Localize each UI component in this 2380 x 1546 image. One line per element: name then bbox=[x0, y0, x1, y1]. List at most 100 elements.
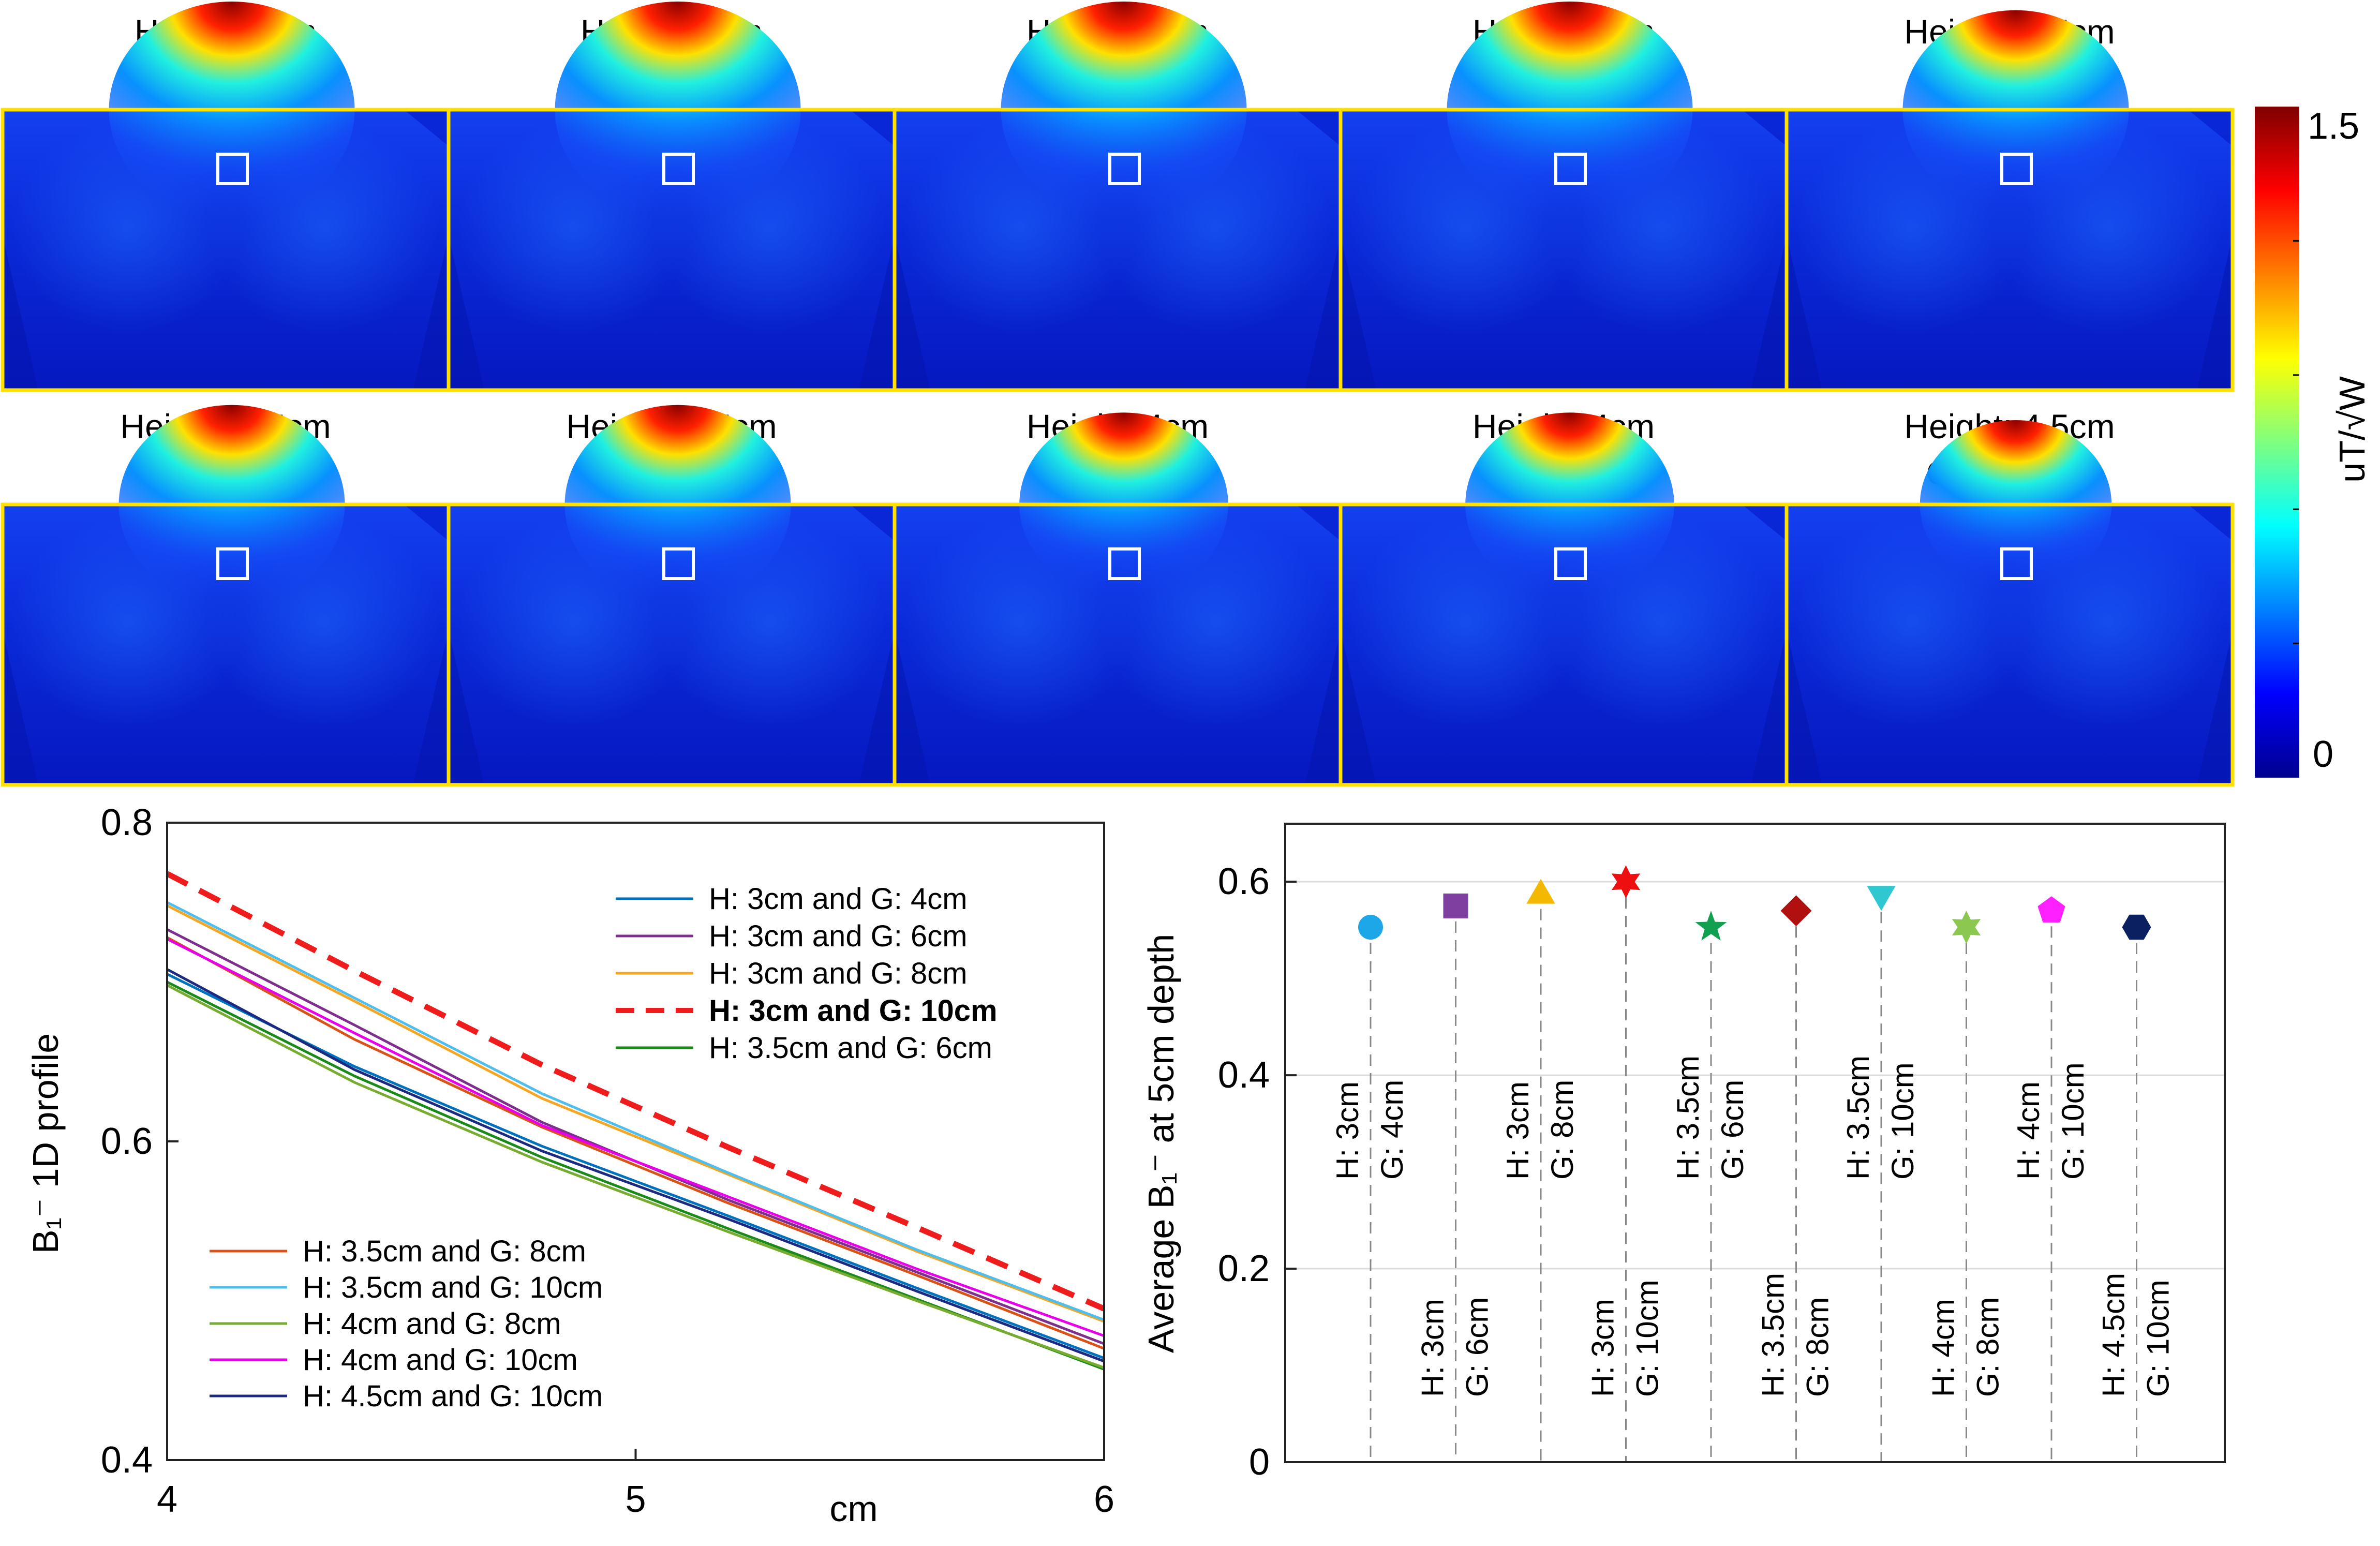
series-line bbox=[166, 904, 1105, 1323]
y-tick-label: 0.4 bbox=[1218, 1054, 1270, 1096]
heatmap-corner-top-right bbox=[404, 110, 449, 146]
y-axis-label: B₁⁻ 1D profile bbox=[25, 1033, 66, 1254]
roi-box bbox=[1554, 547, 1587, 580]
point-label-gap: G: 8cm bbox=[1545, 1080, 1580, 1180]
marker-hexagon bbox=[2122, 914, 2151, 940]
roi-box bbox=[1108, 547, 1141, 580]
x-tick-label: 4 bbox=[157, 1479, 177, 1520]
heatmap-corner-top-right bbox=[404, 504, 449, 541]
heatmap-corner-top-right bbox=[2188, 504, 2233, 541]
heatmap-corner-top-right bbox=[850, 504, 895, 541]
roi-box bbox=[2000, 547, 2033, 580]
heatmap-grid: Height: 3cmGap: 4cmHeight: 3cmGap: 6cmHe… bbox=[1, 2, 2235, 787]
heatmap-corner-left bbox=[3, 235, 38, 390]
heatmap-corner-left bbox=[449, 630, 484, 785]
line-chart: 4 5 6 0.4 0.6 0.8 cm B₁⁻ 1D profile H: 3cm and G… bbox=[25, 802, 1114, 1529]
roi-box bbox=[1554, 153, 1587, 185]
colorbar-gradient bbox=[2255, 107, 2299, 778]
roi-box bbox=[2000, 153, 2033, 185]
point-label-height: H: 3cm bbox=[1500, 1081, 1535, 1180]
colorbar-max-label: 1.5 bbox=[2308, 106, 2359, 147]
series-line bbox=[166, 901, 1105, 1321]
heatmap-corner-top-right bbox=[850, 110, 895, 146]
legend-label: H: 4cm and G: 8cm bbox=[303, 1307, 561, 1341]
series-line bbox=[166, 973, 1105, 1360]
heatmap-frame bbox=[1784, 108, 2235, 392]
heatmap-panel bbox=[1338, 412, 1789, 787]
heatmap-corner-top-right bbox=[2188, 110, 2233, 146]
roi-box bbox=[216, 547, 249, 580]
legend-label: H: 4cm and G: 10cm bbox=[303, 1343, 578, 1377]
series-line bbox=[166, 871, 1106, 1312]
heatmap-panel bbox=[892, 2, 1343, 392]
y-tick-label: 0 bbox=[1249, 1441, 1270, 1483]
x-tick-label: 5 bbox=[625, 1479, 646, 1520]
heatmap-corner-top-right bbox=[1296, 110, 1341, 146]
point-label-gap: G: 10cm bbox=[2056, 1062, 2090, 1180]
marker-pentagram bbox=[1695, 911, 1727, 941]
y-axis-label: Average B₁⁻ at 5cm depth bbox=[1141, 934, 1181, 1353]
roi-box bbox=[662, 153, 695, 185]
series-line bbox=[166, 936, 1105, 1350]
heatmap-corner-left bbox=[1341, 235, 1376, 390]
point-label-height: H: 4cm bbox=[1926, 1299, 1961, 1397]
heatmap-panel bbox=[447, 405, 897, 787]
series-line bbox=[166, 968, 1105, 1363]
heatmap-corner-left bbox=[1341, 630, 1376, 785]
heatmap-corner-right bbox=[859, 630, 895, 785]
legend-label: H: 4.5cm and G: 10cm bbox=[303, 1379, 603, 1413]
colorbar-label: uT/√W bbox=[2332, 376, 2372, 483]
y-tick-label: 0.6 bbox=[101, 1121, 153, 1162]
point-label-gap: G: 8cm bbox=[1801, 1297, 1835, 1397]
legend-label: H: 3cm and G: 8cm bbox=[709, 957, 968, 990]
scatter-plot-area bbox=[1285, 824, 2225, 1462]
point-label-gap: G: 6cm bbox=[1460, 1297, 1495, 1397]
point-label-gap: G: 10cm bbox=[1630, 1280, 1665, 1397]
point-label-height: H: 3.5cm bbox=[1841, 1056, 1876, 1180]
point-label-gap: G: 8cm bbox=[1971, 1297, 2005, 1397]
heatmap-corner-right bbox=[413, 630, 449, 785]
heatmap-corner-left bbox=[3, 630, 38, 785]
point-label-gap: G: 4cm bbox=[1375, 1080, 1409, 1180]
point-label-height: H: 3cm bbox=[1416, 1299, 1450, 1397]
legend-label: H: 3.5cm and G: 6cm bbox=[709, 1031, 992, 1065]
heatmap-corner-left bbox=[1787, 235, 1822, 390]
heatmap-corner-right bbox=[1751, 235, 1787, 390]
heatmap-corner-right bbox=[2197, 630, 2233, 785]
marker-circle bbox=[1358, 915, 1383, 940]
heatmap-panel bbox=[1, 2, 451, 392]
point-label-height: H: 3.5cm bbox=[1756, 1273, 1791, 1397]
heatmap-frame bbox=[1784, 502, 2235, 787]
heatmap-panel bbox=[892, 412, 1343, 787]
point-label-height: H: 3cm bbox=[1330, 1081, 1365, 1180]
heatmap-corner-top-right bbox=[1742, 504, 1787, 541]
heatmap-panel bbox=[1, 405, 451, 787]
y-tick-label: 0.6 bbox=[1218, 861, 1270, 902]
heatmap-corner-right bbox=[859, 235, 895, 390]
heatmap-corner-left bbox=[895, 630, 930, 785]
x-axis-label: cm bbox=[829, 1489, 877, 1529]
point-label-gap: G: 6cm bbox=[1715, 1080, 1750, 1180]
colorbar-min-label: 0 bbox=[2313, 734, 2333, 775]
heatmap-corner-top-right bbox=[1296, 504, 1341, 541]
heatmap-panel bbox=[1784, 10, 2235, 392]
marker-pentagon bbox=[2037, 896, 2065, 923]
x-tick-label: 6 bbox=[1094, 1479, 1114, 1520]
series-line bbox=[166, 984, 1105, 1369]
marker-hexagram bbox=[1952, 911, 1981, 944]
series-line bbox=[166, 938, 1105, 1337]
heatmap-corner-left bbox=[895, 235, 930, 390]
roi-box bbox=[1108, 153, 1141, 185]
heatmap-corner-right bbox=[413, 235, 449, 390]
y-tick-label: 0.4 bbox=[101, 1439, 153, 1481]
roi-box bbox=[216, 153, 249, 185]
point-label-height: H: 3.5cm bbox=[1671, 1056, 1705, 1180]
roi-box bbox=[662, 547, 695, 580]
heatmap-corner-left bbox=[1787, 630, 1822, 785]
scatter-chart: 0 0.2 0.4 0.6 H: 3cm G: 4cm H: 3cm G: 6cm H: 3cm… bbox=[1141, 823, 2226, 1483]
y-tick-label: 0.8 bbox=[101, 802, 153, 843]
point-label-gap: G: 10cm bbox=[1885, 1062, 1920, 1180]
point-label-height: H: 3cm bbox=[1586, 1299, 1620, 1397]
heatmap-corner-right bbox=[1305, 630, 1341, 785]
